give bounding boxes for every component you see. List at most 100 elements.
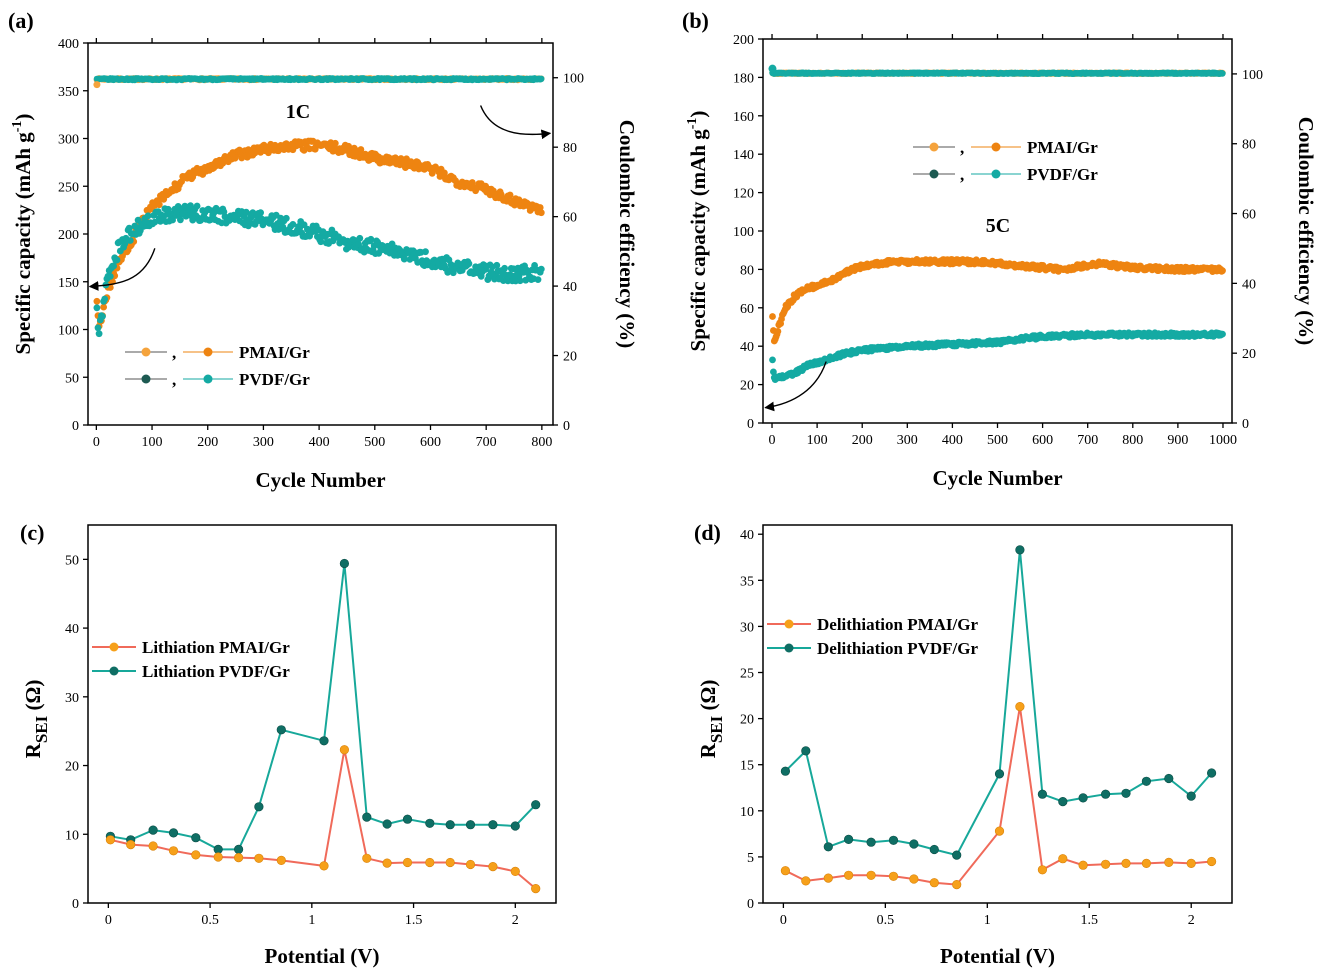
x-tick-label: 0 bbox=[769, 433, 776, 448]
y-tick-label: 60 bbox=[740, 302, 754, 317]
y-tick-label: 100 bbox=[58, 324, 79, 339]
x-tick-label: 0.5 bbox=[877, 913, 895, 928]
data-point bbox=[952, 879, 962, 890]
capacity-point bbox=[534, 276, 542, 283]
plot-frame bbox=[87, 524, 557, 904]
x-tick-label: 800 bbox=[531, 435, 552, 450]
y-tick-label: 100 bbox=[733, 225, 754, 240]
data-point bbox=[1186, 791, 1196, 801]
x-tick-label: 300 bbox=[253, 435, 274, 450]
ce-point bbox=[768, 64, 777, 73]
data-point bbox=[382, 858, 392, 868]
x-tick-label: 1.5 bbox=[405, 913, 423, 928]
y-tick-label: 200 bbox=[733, 33, 754, 48]
legend-separator: , bbox=[960, 138, 964, 157]
y2-axis-label: Coulombic efficiency (%) bbox=[1294, 117, 1318, 346]
capacity-point bbox=[106, 273, 114, 280]
data-point bbox=[126, 839, 136, 850]
legend-separator: , bbox=[172, 370, 176, 389]
y-tick-label: 50 bbox=[65, 553, 79, 568]
capacity-point bbox=[193, 202, 201, 210]
y2-tick-label: 0 bbox=[1242, 417, 1249, 432]
capacity-point bbox=[151, 218, 159, 226]
y2-tick-label: 100 bbox=[1242, 68, 1263, 83]
y-tick-label: 50 bbox=[65, 371, 79, 386]
x-tick-label: 2 bbox=[512, 913, 519, 928]
y-tick-label: 150 bbox=[58, 276, 79, 291]
x-tick-label: 1 bbox=[308, 913, 315, 928]
y2-tick-label: 80 bbox=[1242, 138, 1256, 153]
data-point bbox=[465, 859, 476, 870]
y-tick-label: 0 bbox=[747, 417, 754, 432]
data-point bbox=[1015, 701, 1025, 712]
data-point bbox=[445, 820, 455, 830]
x-tick-label: 1000 bbox=[1209, 433, 1237, 448]
legend-marker bbox=[141, 374, 151, 384]
x-axis-label: Potential (V) bbox=[940, 944, 1055, 968]
rate-annotation: 5C bbox=[986, 215, 1010, 237]
data-point bbox=[1100, 789, 1111, 799]
legend-marker bbox=[991, 169, 1001, 179]
capacity-point bbox=[331, 139, 339, 147]
x-tick-label: 500 bbox=[364, 435, 385, 450]
data-point bbox=[843, 870, 854, 880]
legend-marker bbox=[784, 619, 794, 629]
legend-label: Lithiation PMAI/Gr bbox=[142, 638, 290, 657]
data-point bbox=[510, 821, 520, 831]
legend-marker bbox=[109, 642, 119, 652]
y-tick-label: 80 bbox=[740, 263, 754, 278]
capacity-point bbox=[400, 255, 408, 263]
capacity-point bbox=[317, 238, 325, 246]
y-tick-label: 20 bbox=[65, 760, 79, 775]
x-tick-label: 600 bbox=[420, 435, 441, 450]
y-axis-label: Specific capacity (mAh g-1) bbox=[10, 114, 35, 355]
panel-a: (a)0 100 200 300 400 500 600 700 800050100150200… bbox=[8, 8, 639, 492]
x-tick-label: 200 bbox=[852, 433, 873, 448]
capacity-point bbox=[125, 224, 133, 232]
y-tick-label: 25 bbox=[740, 667, 754, 682]
y2-tick-label: 0 bbox=[563, 419, 570, 434]
capacity-point bbox=[493, 261, 501, 269]
x-tick-label: 400 bbox=[942, 433, 963, 448]
y2-tick-label: 60 bbox=[1242, 208, 1256, 223]
data-point bbox=[465, 820, 476, 830]
capacity-point bbox=[367, 235, 375, 243]
y2-tick-label: 80 bbox=[563, 141, 577, 156]
legend-label: PMAI/Gr bbox=[239, 343, 310, 362]
legend-label: Lithiation PVDF/Gr bbox=[142, 662, 290, 681]
y-tick-label: 30 bbox=[740, 620, 754, 635]
data-point bbox=[425, 818, 435, 828]
x-tick-label: 700 bbox=[1077, 433, 1098, 448]
data-point bbox=[1164, 773, 1174, 784]
y-axis-label-superscript: -1 bbox=[10, 121, 25, 133]
data-point bbox=[425, 857, 435, 868]
data-point bbox=[319, 861, 329, 871]
data-point bbox=[445, 857, 455, 868]
data-point bbox=[362, 812, 372, 822]
legend-marker bbox=[203, 374, 213, 384]
data-point bbox=[801, 746, 811, 756]
data-point bbox=[319, 736, 329, 746]
legend-marker bbox=[929, 142, 939, 152]
x-axis-label: Cycle Number bbox=[255, 468, 385, 492]
y-tick-label: 40 bbox=[65, 622, 79, 637]
capacity-point bbox=[465, 260, 473, 268]
ce-point bbox=[1219, 70, 1226, 77]
capacity-point bbox=[506, 191, 514, 199]
data-point bbox=[254, 802, 264, 812]
data-point bbox=[1206, 856, 1217, 867]
y-tick-label: 0 bbox=[72, 897, 79, 912]
capacity-point bbox=[516, 277, 524, 285]
panel-label: (c) bbox=[20, 520, 44, 545]
capacity-point bbox=[357, 146, 365, 153]
capacity-point bbox=[99, 313, 106, 320]
x-tick-label: 2 bbox=[1188, 913, 1195, 928]
y-tick-label: 160 bbox=[733, 110, 754, 125]
capacity-point bbox=[101, 295, 109, 303]
data-point bbox=[1015, 545, 1025, 555]
data-point bbox=[1121, 788, 1131, 798]
data-point bbox=[929, 878, 939, 888]
data-point bbox=[1206, 768, 1217, 778]
data-point bbox=[780, 866, 791, 876]
